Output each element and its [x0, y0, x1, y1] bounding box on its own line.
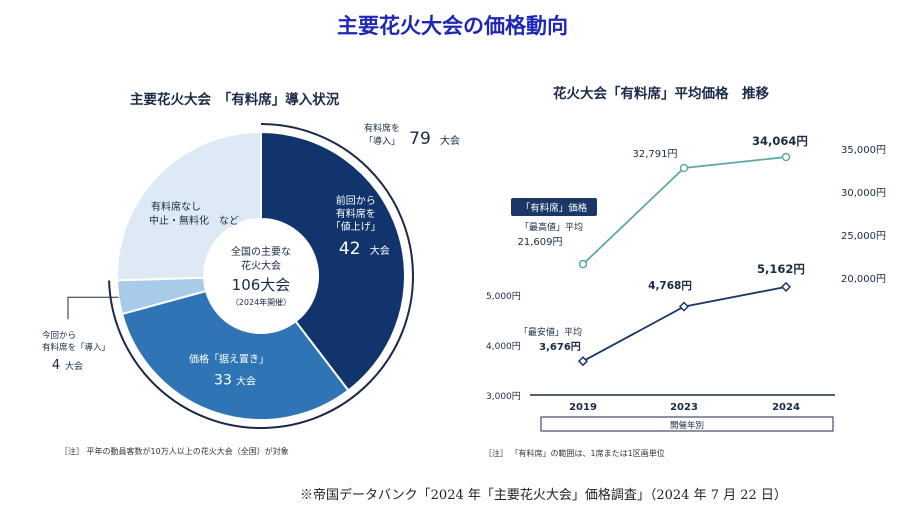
donut-slice	[120, 289, 350, 421]
slice-label: 有料席を「導入」	[42, 342, 110, 353]
slice-value-label: 42	[339, 239, 361, 259]
slice-label: 価格「据え置き」	[189, 353, 269, 366]
left-axis-tick-label: 5,000円	[486, 291, 521, 302]
x-axis-label: 開催年別	[670, 420, 704, 431]
min-price-point	[780, 281, 792, 292]
min-price-series-name: 「最安値」平均	[519, 326, 582, 338]
bracket-unit-label: 大会	[440, 134, 460, 147]
max-price-series-name: 「最高値」平均	[520, 221, 583, 233]
slice-label: 中止・無料化 など	[149, 214, 239, 227]
x-axis-label-box	[540, 416, 834, 432]
right-axis-tick-label: 20,000円	[841, 274, 886, 285]
donut-slice	[260, 130, 406, 392]
min-price-point	[678, 301, 690, 312]
max-price-data-label: 34,064円	[752, 134, 808, 148]
slice-label: 有料席を	[336, 207, 376, 220]
slice-label: 「値上げ」	[331, 220, 381, 233]
left-axis-tick-label: 3,000円	[486, 391, 521, 402]
slice-label: 今回から	[42, 330, 76, 341]
slice-label: 有料席なし	[151, 200, 201, 213]
right-axis-tick-label: 30,000円	[841, 188, 886, 199]
min-price-data-label: 3,676円	[539, 341, 581, 353]
right-axis-tick-label: 35,000円	[841, 145, 886, 156]
max-price-point	[679, 163, 689, 173]
donut-center-label: （2024年開催）	[231, 297, 291, 307]
min-price-data-label: 5,162円	[757, 262, 805, 276]
line-chart: 35,000円 30,000円 25,000円 20,000円 5,000円 4,000円…	[486, 134, 886, 432]
donut-slice	[116, 130, 262, 282]
price-badge-label: 「有料席」価格	[521, 202, 588, 214]
x-tick-label: 2019	[569, 402, 597, 413]
slice-leader-line	[67, 296, 119, 320]
max-price-point	[578, 259, 588, 269]
slice-label: 前回から	[336, 194, 376, 207]
x-tick-label: 2023	[670, 402, 698, 413]
donut-center-label: 花火大会	[241, 259, 281, 272]
bracket-label: 「導入」	[364, 135, 400, 147]
donut-center-label: 全国の主要な	[231, 245, 291, 258]
price-badge	[511, 198, 597, 216]
line-chart-title: 花火大会「有料席」平均価格 推移	[553, 86, 769, 102]
min-price-data-label: 4,768円	[648, 280, 692, 292]
slice-value-label: 4	[52, 358, 60, 373]
line-chart-note: ［注］ 「有料席」の範囲は、1席または1区画単位	[484, 449, 665, 458]
slice-unit-label: 大会	[370, 244, 390, 257]
page-title: 主要花火大会の価格動向	[337, 14, 568, 38]
bracket-label: 有料席を	[364, 122, 400, 134]
donut-chart-note: ［注］ 平年の動員客数が10万人以上の花火大会（全国）が対象	[60, 447, 289, 456]
donut-chart-title: 主要花火大会 「有料席」導入状況	[130, 92, 340, 108]
slice-unit-label: 大会	[236, 375, 256, 388]
min-price-line	[582, 286, 787, 362]
x-tick-label: 2024	[772, 402, 800, 413]
source-citation: ※帝国データバンク「2024 年「主要花火大会」価格調査」（2024 年 7 月…	[300, 488, 787, 503]
min-price-point	[577, 356, 589, 367]
slice-value-label: 33	[214, 373, 232, 389]
donut-center-label: 106大会	[232, 276, 291, 294]
bracket-value-label: 79	[409, 129, 431, 149]
max-price-line	[582, 156, 787, 265]
max-price-data-label: 21,609円	[518, 237, 563, 248]
right-axis-tick-label: 25,000円	[841, 231, 886, 242]
paid-seat-bracket	[108, 123, 414, 429]
left-axis-tick-label: 4,000円	[486, 341, 521, 352]
max-price-data-label: 32,791円	[633, 149, 678, 160]
slice-unit-label: 大会	[65, 360, 83, 372]
max-price-point	[781, 152, 791, 162]
